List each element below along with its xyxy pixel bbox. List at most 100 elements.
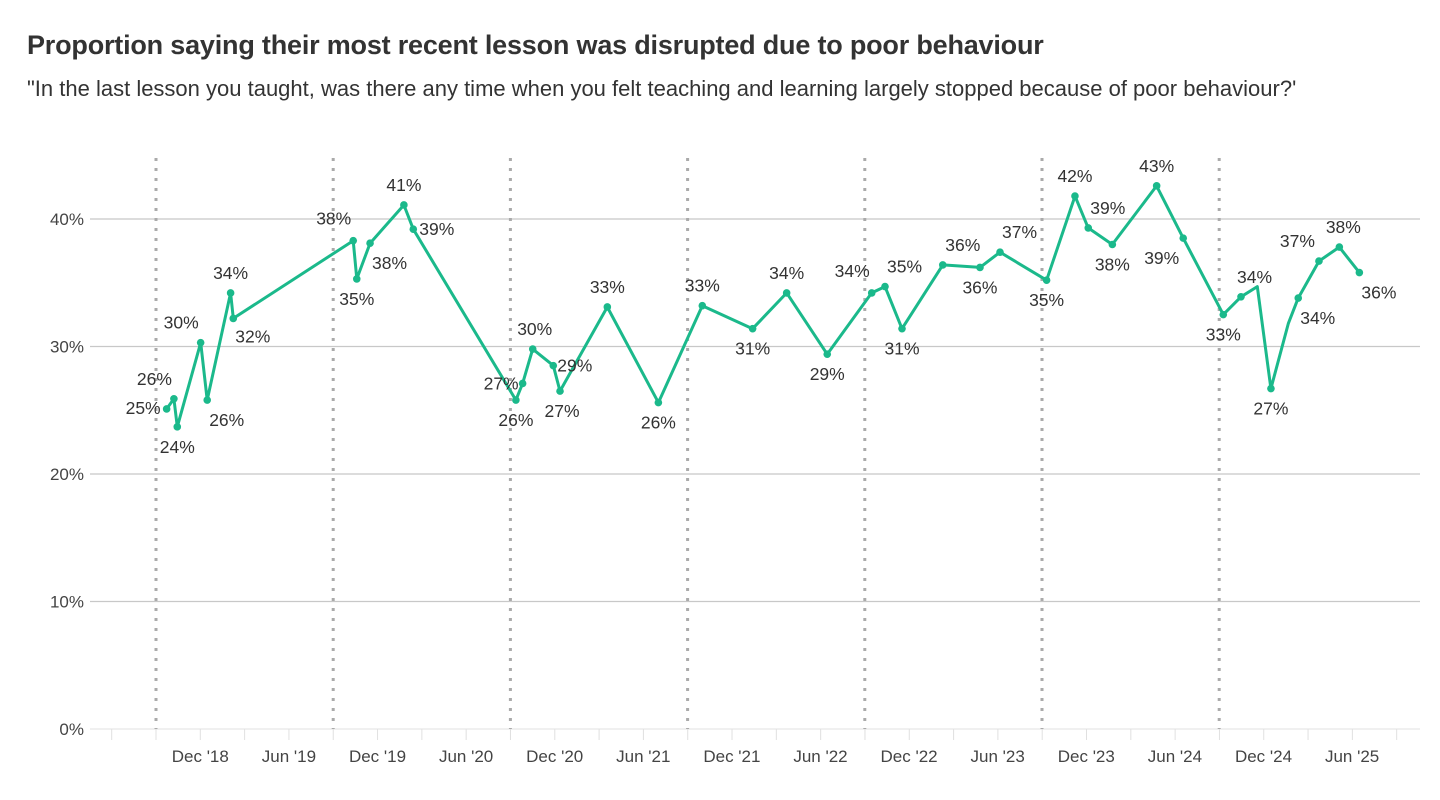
data-label: 27% xyxy=(545,401,580,421)
data-label: 37% xyxy=(1002,222,1037,242)
data-label: 43% xyxy=(1139,156,1174,176)
data-label: 35% xyxy=(1029,290,1064,310)
data-point xyxy=(1335,243,1344,251)
data-label: 25% xyxy=(126,398,161,418)
data-point xyxy=(352,275,361,283)
x-tick-label: Dec '24 xyxy=(1235,747,1292,766)
data-point xyxy=(938,261,947,269)
data-label: 33% xyxy=(685,276,720,296)
chart-subtitle: "In the last lesson you taught, was ther… xyxy=(27,76,1297,101)
data-point xyxy=(898,324,906,333)
data-label: 31% xyxy=(884,339,919,359)
data-label: 24% xyxy=(160,437,195,457)
data-point xyxy=(1152,182,1161,190)
data-label: 35% xyxy=(887,257,922,277)
data-label: 34% xyxy=(1237,267,1272,287)
data-point xyxy=(654,398,663,407)
data-point xyxy=(512,396,520,404)
data-label: 36% xyxy=(1361,283,1396,303)
data-point xyxy=(173,423,182,431)
data-label: 33% xyxy=(590,277,625,297)
data-label: 29% xyxy=(810,364,845,384)
x-tick-label: Dec '23 xyxy=(1058,747,1115,766)
data-label: 42% xyxy=(1057,166,1092,186)
data-point xyxy=(603,303,612,311)
data-label: 27% xyxy=(484,373,519,393)
x-tick-label: Dec '20 xyxy=(526,747,583,766)
data-label: 34% xyxy=(213,263,248,283)
data-point xyxy=(976,263,984,272)
data-point xyxy=(1179,234,1188,242)
data-label: 38% xyxy=(316,209,351,229)
x-tick-label: Jun '21 xyxy=(616,747,670,766)
data-point xyxy=(823,350,832,358)
data-point xyxy=(226,289,235,297)
x-tick-label: Jun '24 xyxy=(1148,747,1202,766)
data-label: 26% xyxy=(137,369,172,389)
data-point xyxy=(1237,292,1245,301)
data-point xyxy=(528,345,537,353)
data-label: 38% xyxy=(1326,217,1361,237)
y-tick-label: 40% xyxy=(50,210,84,229)
data-label: 33% xyxy=(1206,325,1241,345)
y-tick-label: 10% xyxy=(50,593,84,612)
data-label: 34% xyxy=(835,261,870,281)
data-point xyxy=(1108,240,1117,249)
data-point xyxy=(400,201,408,209)
data-label: 29% xyxy=(557,356,592,376)
data-label: 26% xyxy=(209,410,244,430)
data-point xyxy=(409,225,418,233)
data-point xyxy=(162,405,171,413)
data-point xyxy=(196,338,205,347)
data-label: 34% xyxy=(769,263,804,283)
data-point xyxy=(1267,384,1275,393)
data-point xyxy=(782,289,791,297)
data-label: 32% xyxy=(235,326,270,346)
data-label: 39% xyxy=(1144,248,1179,268)
data-label: 35% xyxy=(339,289,374,309)
data-point xyxy=(556,387,564,395)
data-label: 39% xyxy=(419,219,454,239)
data-label: 30% xyxy=(164,313,199,333)
data-point xyxy=(366,239,374,248)
y-tick-label: 0% xyxy=(59,720,84,739)
y-tick-label: 30% xyxy=(50,338,84,357)
y-tick-label: 20% xyxy=(50,465,84,484)
x-tick-label: Dec '21 xyxy=(703,747,760,766)
x-tick-label: Dec '18 xyxy=(172,747,229,766)
data-label: 26% xyxy=(641,413,676,433)
data-label: 37% xyxy=(1280,231,1315,251)
series-line xyxy=(165,184,1361,429)
x-tick-label: Jun '22 xyxy=(793,747,847,766)
data-label: 31% xyxy=(735,339,770,359)
x-tick-label: Jun '23 xyxy=(971,747,1025,766)
data-label: 41% xyxy=(386,175,421,195)
chart-title: Proportion saying their most recent less… xyxy=(27,30,1044,60)
data-point xyxy=(549,361,558,370)
data-point xyxy=(229,314,238,323)
data-point xyxy=(1294,294,1303,302)
data-point xyxy=(349,236,358,245)
data-point xyxy=(1042,276,1051,285)
x-tick-label: Jun '19 xyxy=(262,747,316,766)
data-point xyxy=(881,282,889,291)
data-point xyxy=(1219,310,1228,319)
x-tick-label: Jun '25 xyxy=(1325,747,1379,766)
data-label: 36% xyxy=(945,235,980,255)
data-point xyxy=(170,394,178,403)
x-tick-label: Dec '22 xyxy=(881,747,938,766)
data-point xyxy=(518,379,527,388)
data-label: 38% xyxy=(1095,255,1130,275)
data-point xyxy=(1355,268,1364,277)
data-label: 27% xyxy=(1253,399,1288,419)
data-label: 30% xyxy=(517,319,552,339)
data-point xyxy=(203,396,212,404)
data-point xyxy=(698,301,707,310)
data-label: 39% xyxy=(1090,198,1125,218)
data-label: 26% xyxy=(498,410,533,430)
data-label: 38% xyxy=(372,253,407,273)
x-tick-label: Dec '19 xyxy=(349,747,406,766)
data-point xyxy=(996,248,1004,256)
data-point xyxy=(867,289,876,297)
